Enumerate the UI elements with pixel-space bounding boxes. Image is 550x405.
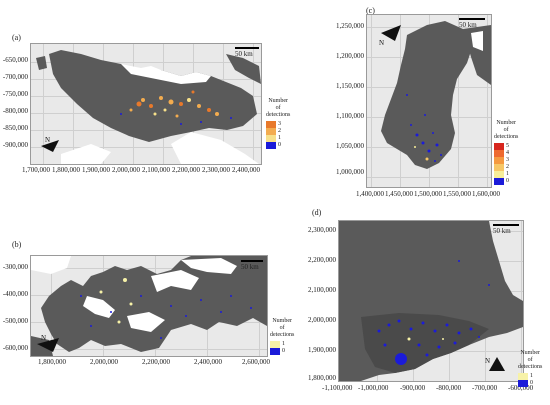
- y-tick-d-1: 2,300,000: [308, 226, 336, 234]
- x-tick-c-1: 1,400,000: [356, 190, 384, 198]
- x-tick-c-5: 1,600,000: [472, 190, 500, 198]
- y-tick-c-2: 1,200,000: [336, 52, 364, 60]
- x-tick-b-5: 2,600,000: [242, 358, 270, 366]
- scale-bar-a: 50 km: [235, 47, 259, 58]
- y-tick-d-3: 2,100,000: [308, 286, 336, 294]
- map-frame-d: 50 km N: [338, 220, 524, 382]
- detections-c: [406, 94, 442, 162]
- x-tick-d-5: -700,000: [472, 384, 498, 392]
- y-tick-b-3: -500,000: [2, 317, 28, 325]
- scale-bar-c: 50 km: [459, 18, 485, 29]
- x-tick-b-1: 1,800,000: [38, 358, 66, 366]
- land-mass-b: [31, 256, 267, 356]
- panel-label-c: (c): [366, 6, 375, 15]
- x-tick-a-3: 1,900,000: [82, 166, 110, 174]
- y-tick-c-1: 1,250,000: [336, 22, 364, 30]
- y-tick-a-6: -900,000: [2, 141, 28, 149]
- scale-bar-d: 50 km: [493, 224, 519, 235]
- map-frame-a: 50 km N: [30, 43, 262, 165]
- north-arrow-c: N: [379, 25, 401, 47]
- y-tick-c-5: 1,050,000: [336, 142, 364, 150]
- x-tick-a-8: 2,400,000: [232, 166, 260, 174]
- y-tick-a-1: -650,000: [2, 56, 28, 64]
- y-tick-a-4: -800,000: [2, 107, 28, 115]
- land-mass-d: [339, 221, 523, 381]
- x-tick-c-4: 1,550,000: [443, 190, 471, 198]
- y-tick-d-2: 2,200,000: [308, 256, 336, 264]
- north-arrow-b: N: [37, 334, 59, 352]
- detections-d: [377, 260, 490, 365]
- land-mass-c: [381, 21, 491, 169]
- x-tick-d-6: -600,000: [508, 384, 534, 392]
- x-tick-d-2: -1,000,000: [358, 384, 389, 392]
- x-tick-d-1: -1,100,000: [322, 384, 353, 392]
- y-tick-c-6: 1,000,000: [336, 168, 364, 176]
- detections-b: [80, 278, 252, 339]
- y-tick-c-4: 1,100,000: [336, 112, 364, 120]
- panel-label-d: (d): [312, 208, 322, 217]
- x-tick-a-6: 2,200,000: [172, 166, 200, 174]
- svg-text:N: N: [379, 39, 384, 47]
- y-tick-d-6: 1,800,000: [308, 374, 336, 382]
- x-tick-a-5: 2,100,000: [142, 166, 170, 174]
- y-tick-a-2: -700,000: [2, 73, 28, 81]
- y-tick-a-5: -850,000: [2, 124, 28, 132]
- x-tick-b-4: 2,400,000: [194, 358, 222, 366]
- y-tick-d-5: 1,900,000: [308, 346, 336, 354]
- svg-text:N: N: [45, 136, 50, 144]
- y-tick-b-2: -400,000: [2, 290, 28, 298]
- scale-bar-b: 50 km: [241, 260, 263, 271]
- x-tick-a-1: 1,700,000: [22, 166, 50, 174]
- y-tick-a-3: -750,000: [2, 90, 28, 98]
- x-tick-d-3: -900,000: [400, 384, 426, 392]
- map-frame-c: 50 km N: [366, 14, 492, 188]
- detections-a: [120, 90, 232, 125]
- y-tick-b-4: -600,000: [2, 344, 28, 352]
- panel-label-a: (a): [12, 33, 21, 42]
- north-arrow-a: N: [41, 136, 59, 152]
- map-frame-b: 50 km N: [30, 255, 268, 357]
- panel-label-b: (b): [12, 240, 22, 249]
- y-tick-d-4: 2,000,000: [308, 316, 336, 324]
- y-tick-b-1: -300,000: [2, 263, 28, 271]
- x-tick-c-3: 1,500,000: [414, 190, 442, 198]
- svg-text:N: N: [41, 334, 46, 342]
- x-tick-a-4: 2,000,000: [112, 166, 140, 174]
- x-tick-b-3: 2,200,000: [142, 358, 170, 366]
- x-tick-d-4: -800,000: [436, 384, 462, 392]
- north-arrow-d: N: [485, 357, 505, 371]
- svg-text:N: N: [485, 357, 490, 365]
- x-tick-a-2: 1,800,000: [52, 166, 80, 174]
- x-tick-b-2: 2,000,000: [90, 358, 118, 366]
- y-tick-c-3: 1,150,000: [336, 82, 364, 90]
- x-tick-a-7: 2,300,000: [202, 166, 230, 174]
- land-mass-a: [36, 50, 261, 164]
- x-tick-c-2: 1,450,000: [385, 190, 413, 198]
